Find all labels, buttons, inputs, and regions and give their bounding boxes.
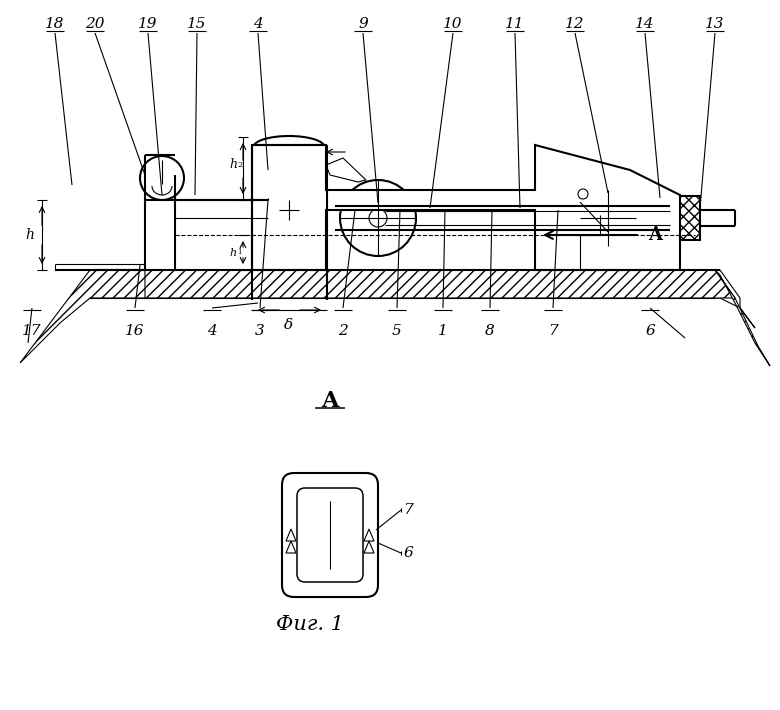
Circle shape <box>140 156 184 200</box>
Polygon shape <box>715 270 770 366</box>
Text: 1: 1 <box>438 324 448 338</box>
Polygon shape <box>364 529 374 541</box>
Text: Фиг. 1: Фиг. 1 <box>276 615 344 634</box>
Text: 4: 4 <box>254 17 263 31</box>
Text: 18: 18 <box>45 17 65 31</box>
Text: 6: 6 <box>645 324 655 338</box>
Text: 16: 16 <box>126 324 145 338</box>
Polygon shape <box>90 270 735 298</box>
Text: 6: 6 <box>403 546 413 560</box>
Text: 17: 17 <box>23 324 42 338</box>
Polygon shape <box>326 158 366 182</box>
Text: 11: 11 <box>505 17 525 31</box>
Text: A: A <box>648 226 662 244</box>
Text: h: h <box>26 228 34 242</box>
Text: 8: 8 <box>485 324 495 338</box>
Circle shape <box>279 200 299 220</box>
Circle shape <box>340 180 416 256</box>
Text: 1: 1 <box>237 248 242 256</box>
Text: 4: 4 <box>207 324 217 338</box>
Polygon shape <box>364 541 374 553</box>
Text: A: A <box>321 390 339 412</box>
FancyBboxPatch shape <box>282 473 378 597</box>
Polygon shape <box>20 270 145 363</box>
Text: 20: 20 <box>85 17 105 31</box>
Bar <box>648 196 700 240</box>
Circle shape <box>578 189 588 199</box>
Circle shape <box>369 209 387 227</box>
Text: 2: 2 <box>338 324 348 338</box>
Polygon shape <box>252 145 680 270</box>
Text: 12: 12 <box>566 17 585 31</box>
Text: 5: 5 <box>392 324 402 338</box>
Text: δ: δ <box>285 318 293 332</box>
Text: h: h <box>229 158 237 172</box>
Text: 2: 2 <box>237 161 243 169</box>
Text: h: h <box>229 248 236 258</box>
Text: 10: 10 <box>443 17 463 31</box>
FancyBboxPatch shape <box>297 488 363 582</box>
Circle shape <box>580 190 636 246</box>
Text: 9: 9 <box>358 17 368 31</box>
Text: 13: 13 <box>705 17 725 31</box>
Text: 7: 7 <box>548 324 558 338</box>
Text: 3: 3 <box>255 324 265 338</box>
Polygon shape <box>50 270 755 328</box>
Circle shape <box>601 211 615 225</box>
Text: 15: 15 <box>187 17 207 31</box>
Polygon shape <box>286 541 296 553</box>
Polygon shape <box>286 529 296 541</box>
Text: 14: 14 <box>635 17 654 31</box>
Text: 19: 19 <box>138 17 158 31</box>
Text: 7: 7 <box>403 503 413 517</box>
